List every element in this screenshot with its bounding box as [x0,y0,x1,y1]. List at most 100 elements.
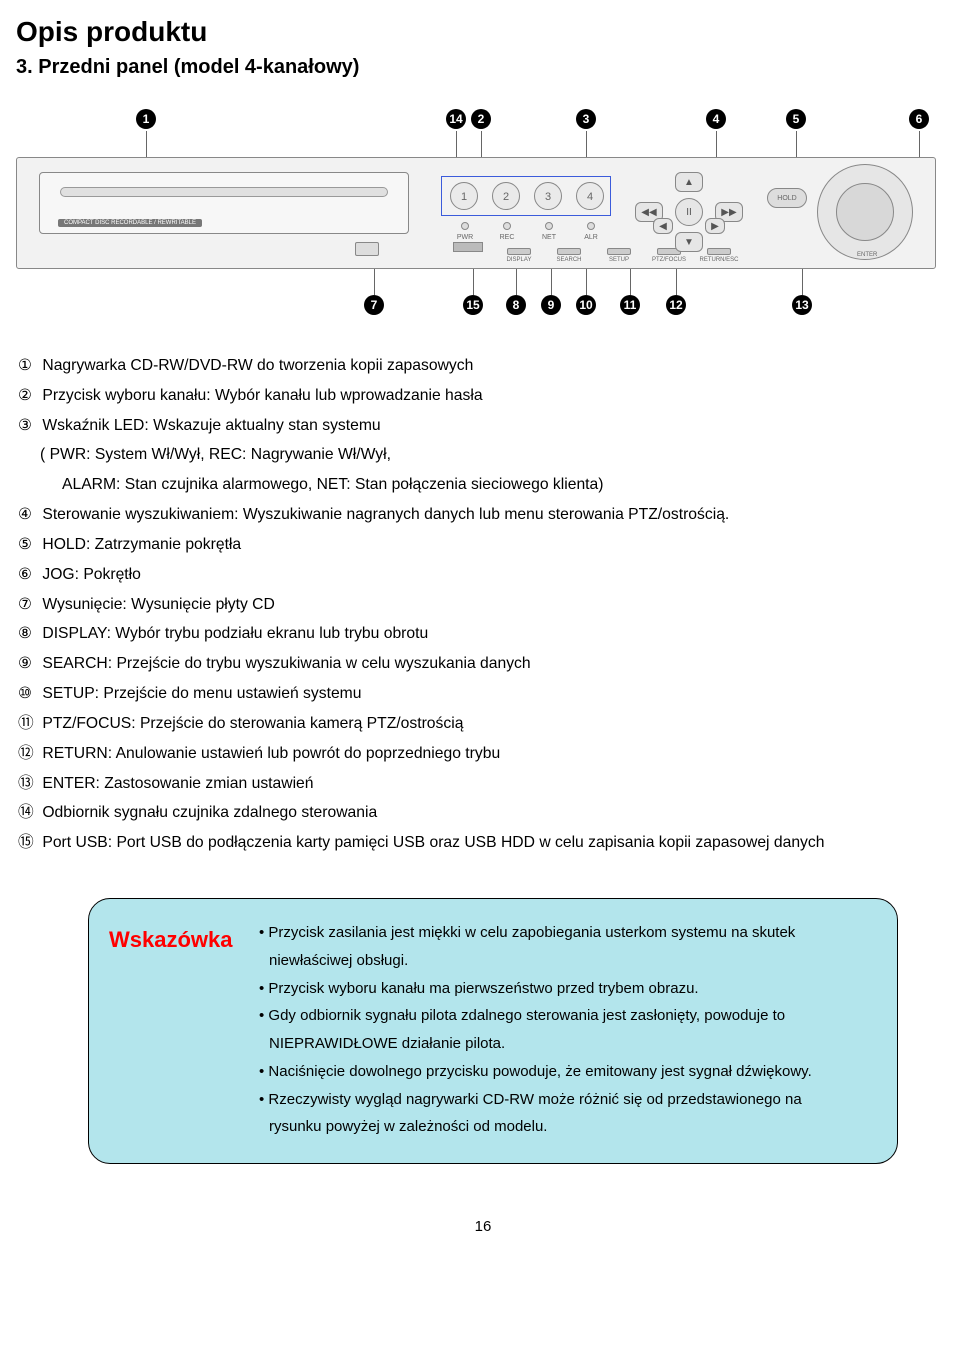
feature-item: ① Nagrywarka CD-RW/DVD-RW do tworzenia k… [18,351,950,381]
feature-text: PTZ/FOCUS: Przejście do sterowania kamer… [38,715,463,732]
feature-number: ⑨ [18,649,38,679]
right-button[interactable]: ▶ [705,218,725,234]
feature-text: ENTER: Zastosowanie zmian ustawień [38,775,314,792]
feature-text: RETURN: Anulowanie ustawień lub powrót d… [38,745,500,762]
channel-3-button[interactable]: 3 [534,182,562,210]
callout-1: 1 [136,109,156,129]
feature-item: ⑫ RETURN: Anulowanie ustawień lub powrót… [18,739,950,769]
tip-bullet: • Rzeczywisty wygląd nagrywarki CD-RW mo… [259,1086,812,1142]
button-label: DISPLAY [496,257,542,263]
feature-number: ② [18,381,38,411]
callout-14: 14 [446,109,466,129]
callout-15: 15 [463,295,483,315]
feature-number: ⑩ [18,679,38,709]
usb-port[interactable] [453,242,483,252]
feature-text: Nagrywarka CD-RW/DVD-RW do tworzenia kop… [38,357,473,374]
led-label: REC [492,234,522,241]
feature-number: ⑮ [18,828,38,858]
dpad: ◀◀ ▲ II ▼ ▶▶ ◀ ▶ [639,168,739,258]
callout-4: 4 [706,109,726,129]
pause-button[interactable]: II [675,198,703,226]
up-button[interactable]: ▲ [675,172,703,192]
feature-number: ⑦ [18,590,38,620]
feature-text: DISPLAY: Wybór trybu podziału ekranu lub… [38,625,428,642]
feature-text: Sterowanie wyszukiwaniem: Wyszukiwanie n… [38,506,729,523]
callout-13: 13 [792,295,812,315]
tip-label: Wskazówka [109,919,259,953]
tip-bullet-cont: niewłaściwej obsługi. [259,947,812,975]
feature-text: Port USB: Port USB do podłączenia karty … [38,834,824,851]
tip-bullet: • Przycisk zasilania jest miękki w celu … [259,919,812,975]
led-label: PWR [450,234,480,241]
feature-text: Wysunięcie: Wysunięcie płyty CD [38,596,275,613]
feature-text: JOG: Pokrętło [38,566,141,583]
led-pwr [461,222,469,230]
feature-text: SETUP: Przejście do menu ustawień system… [38,685,361,702]
feature-item: ⑨ SEARCH: Przejście do trybu wyszukiwani… [18,649,950,679]
feature-number: ⑬ [18,769,38,799]
feature-number: ⑤ [18,530,38,560]
callout-2: 2 [471,109,491,129]
page-number: 16 [16,1218,950,1235]
tip-bullet-cont: rysunku powyżej w zależności od modelu. [259,1113,812,1141]
feature-text: Przycisk wyboru kanału: Wybór kanału lub… [38,387,483,404]
feature-text: Odbiornik sygnału czujnika zdalnego ster… [38,804,377,821]
cd-slot [60,187,388,197]
feature-item: ⑬ ENTER: Zastosowanie zmian ustawień [18,769,950,799]
channel-2-button[interactable]: 2 [492,182,520,210]
eject-button[interactable] [355,242,379,256]
channel-1-button[interactable]: 1 [450,182,478,210]
device-panel: COMPACT DISC RECORDABLE / REWRITABLE 123… [16,157,936,269]
feature-number: ⑭ [18,798,38,828]
display-button[interactable] [507,248,531,255]
feature-item: ⑭ Odbiornik sygnału czujnika zdalnego st… [18,798,950,828]
left-button[interactable]: ◀ [653,218,673,234]
led-alr [587,222,595,230]
feature-item: ⑪ PTZ/FOCUS: Przejście do sterowania kam… [18,709,950,739]
button-label: SETUP [596,257,642,263]
feature-item: ⑦ Wysunięcie: Wysunięcie płyty CD [18,590,950,620]
enter-label: ENTER [857,252,877,258]
cd-badge: COMPACT DISC RECORDABLE / REWRITABLE [58,219,202,227]
led-label: ALR [576,234,606,241]
jog-inner[interactable] [836,183,894,241]
feature-item: ④ Sterowanie wyszukiwaniem: Wyszukiwanie… [18,500,950,530]
tip-bullet: • Przycisk wyboru kanału ma pierwszeństw… [259,975,812,1003]
tip-bullet-cont: NIEPRAWIDŁOWE działanie pilota. [259,1030,812,1058]
feature-item: ⑮ Port USB: Port USB do podłączenia kart… [18,828,950,858]
feature-number: ⑪ [18,709,38,739]
feature-item: ③ Wskaźnik LED: Wskazuje aktualny stan s… [18,411,950,441]
feature-item: ALARM: Stan czujnika alarmowego, NET: St… [18,470,950,500]
feature-text: Wskaźnik LED: Wskazuje aktualny stan sys… [38,417,381,434]
cd-bay: COMPACT DISC RECORDABLE / REWRITABLE [39,172,409,234]
feature-item: ( PWR: System Wł/Wył, REC: Nagrywanie Wł… [18,440,950,470]
feature-number: ⑧ [18,619,38,649]
tip-bullet: • Gdy odbiornik sygnału pilota zdalnego … [259,1002,812,1058]
button-label: SEARCH [546,257,592,263]
led-net [545,222,553,230]
jog-dial[interactable] [817,164,913,260]
callout-10: 10 [576,295,596,315]
front-panel-diagram: 11423456 COMPACT DISC RECORDABLE / REWRI… [16,109,941,317]
feature-list: ① Nagrywarka CD-RW/DVD-RW do tworzenia k… [18,351,950,858]
feature-text: SEARCH: Przejście do trybu wyszukiwania … [38,655,531,672]
callout-6: 6 [909,109,929,129]
search-button[interactable] [557,248,581,255]
callout-7: 7 [364,295,384,315]
tip-body: • Przycisk zasilania jest miękki w celu … [259,919,812,1141]
tip-box: Wskazówka • Przycisk zasilania jest mięk… [88,898,898,1164]
tip-bullet: • Naciśnięcie dowolnego przycisku powodu… [259,1058,812,1086]
bottom-balloon-row: 7158910111213 [16,295,941,317]
channel-4-button[interactable]: 4 [576,182,604,210]
hold-button[interactable]: HOLD [767,188,807,208]
down-button[interactable]: ▼ [675,232,703,252]
led-label: NET [534,234,564,241]
page-title: Opis produktu [16,16,950,48]
channel-button-group: 1234 [441,176,611,216]
feature-item: ⑤ HOLD: Zatrzymanie pokrętła [18,530,950,560]
feature-number: ⑥ [18,560,38,590]
feature-number: ① [18,351,38,381]
setup-button[interactable] [607,248,631,255]
callout-8: 8 [506,295,526,315]
feature-item: ⑥ JOG: Pokrętło [18,560,950,590]
